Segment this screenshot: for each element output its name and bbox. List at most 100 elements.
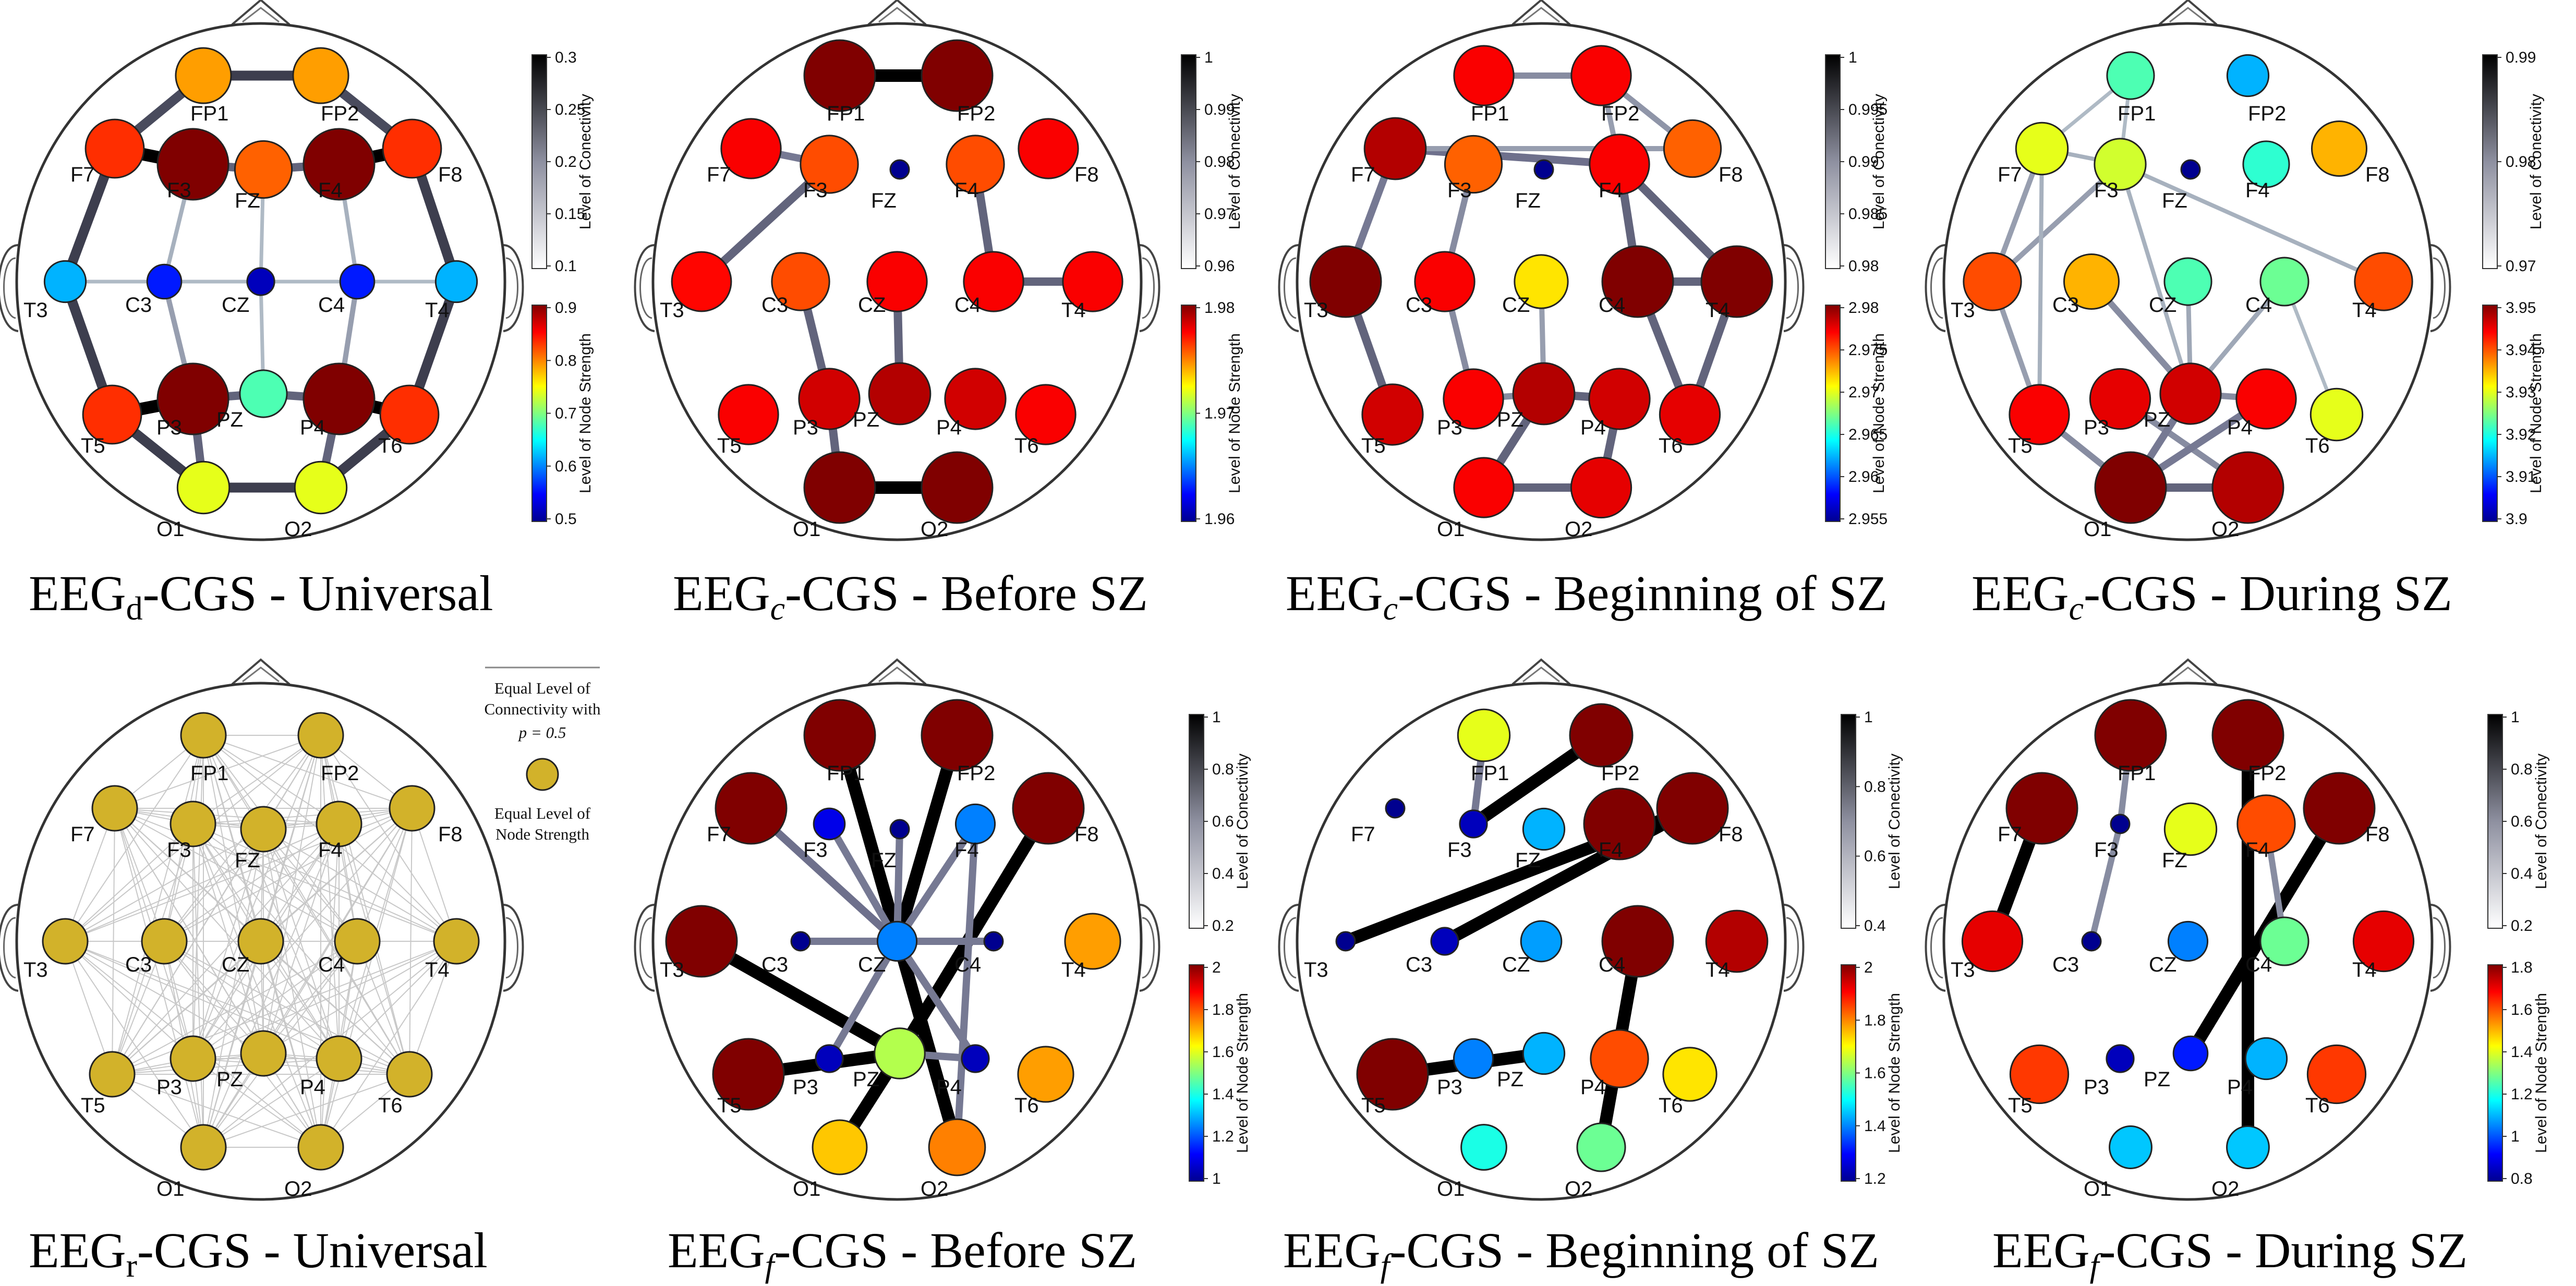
node-f8 [2303,772,2376,845]
electrode-label-t6: T6 [1659,434,1683,457]
electrode-label-t5: T5 [1361,434,1386,457]
node-c3 [141,918,188,965]
node-t5 [718,384,779,445]
electrode-label-f7: F7 [1351,163,1375,186]
node-f7 [1363,117,1427,180]
colorbar-label: Level of Conectivity [1226,94,1243,229]
node-t3 [43,260,87,304]
electrode-label-fp1: FP1 [1471,102,1509,125]
edge-f7-t3 [65,808,115,942]
node-f3 [1444,135,1503,194]
edge-f3-t4 [192,823,457,942]
electrode-label-t3: T3 [660,959,684,981]
electrode-label-c4: C4 [954,294,981,317]
left-ear [0,244,19,332]
colorbar-tick-label: 0.4 [1212,865,1234,882]
node-cz [866,251,928,312]
node-c4 [983,931,1004,952]
electrode-label-t4: T4 [1061,959,1086,981]
edge-f3-c4 [192,823,358,942]
electrode-label-f7: F7 [1998,163,2022,186]
electrode-label-o1: O1 [1437,518,1465,541]
node-f3 [170,800,216,847]
electrode-label-t4: T4 [1706,299,1730,322]
edge-t6-o1 [203,1074,410,1148]
edge-f4-o2 [320,823,340,1148]
nose [1511,0,1571,26]
nose [231,0,291,26]
edge-cz-o2 [260,941,321,1148]
node-f8 [382,118,442,179]
edge-f4-o2 [953,820,979,1151]
edge-c3-t5 [112,941,165,1075]
colorbar-tick-label: 0.7 [555,405,577,422]
edge-f4-t5 [112,823,340,1075]
edge-f3-pz [2118,162,2193,396]
node-t5 [82,384,142,445]
electrode-label-c3: C3 [1406,294,1432,317]
electrode-label-t3: T3 [1304,959,1328,981]
electrode-label-c3: C3 [761,294,788,317]
nose [2158,658,2218,685]
electrode-label-f8: F8 [1719,163,1743,186]
electrode-label-f7: F7 [707,163,731,186]
left-ear [1925,904,1946,992]
node-f3 [156,128,229,201]
node-c4 [963,251,1024,312]
electrode-label-fp2: FP2 [957,102,995,125]
electrode-label-f3: F3 [1447,839,1472,862]
node-c4 [2259,257,2309,307]
node-p4 [2235,368,2297,430]
electrode-label-t4: T4 [2352,299,2377,322]
colorbar-tick-label: 2.955 [1848,511,1888,528]
colorbar-tick-label: 1.8 [1864,1012,1886,1029]
node-cz [2163,257,2212,306]
node-p3 [815,1044,844,1073]
edge-t4-t5 [112,941,457,1075]
node-fp1 [180,712,227,759]
edge-t5-p4 [112,1058,340,1075]
colorbar-tick-label: 1.2 [2511,1086,2533,1103]
edge-f8-pz [893,802,1055,1060]
electrode-label-p3: P3 [156,1076,182,1099]
node-f3 [2094,138,2147,191]
electrode-label-f7: F7 [707,823,731,846]
colorbar-node-strength [1841,964,1856,1182]
electrode-label-p3: P3 [156,416,182,439]
node-c3 [1430,927,1459,956]
left-ear [634,244,655,332]
node-p4 [961,1044,990,1073]
colorbar-tick-label: 0.3 [555,49,577,66]
node-p4 [316,1035,362,1082]
node-f7 [1385,798,1406,819]
node-o2 [1576,1122,1626,1172]
edge-fp1-f8 [203,735,413,809]
electrode-label-p4: P4 [936,416,962,439]
node-t3 [1309,245,1382,318]
node-fp1 [803,699,876,772]
electrode-label-f8: F8 [1074,823,1099,846]
electrode-label-fz: FZ [235,849,260,872]
edge-t5-o2 [112,1074,321,1148]
node-f8 [2311,120,2368,177]
colorbar-tick-label: 0.2 [2511,917,2533,935]
colorbar-tick-label: 2.965 [1848,426,1888,443]
electrode-label-fz: FZ [1515,849,1541,872]
colorbar-tick-label: 1.96 [1204,511,1235,528]
electrode-label-f7: F7 [1351,823,1375,846]
colorbar-tick-label: 0.25 [555,101,585,118]
edge-t4-p4 [338,941,457,1059]
electrode-label-o1: O1 [1437,1178,1465,1200]
electrode-label-p4: P4 [300,1076,325,1099]
colorbar-node-strength [1825,305,1841,522]
edge-f7-f4 [114,808,340,824]
edge-fz-t4 [263,829,457,942]
edge-c3-p4 [164,941,340,1059]
right-ear [1783,244,1805,332]
edge-fp2-p4 [320,735,340,1059]
electrode-label-c3: C3 [761,953,788,976]
node-t5 [712,1038,785,1111]
colorbar-label: Level of Node Strength [1886,993,1903,1153]
node-o2 [1570,456,1632,519]
colorbar-label: Level of Conectivity [577,94,594,229]
